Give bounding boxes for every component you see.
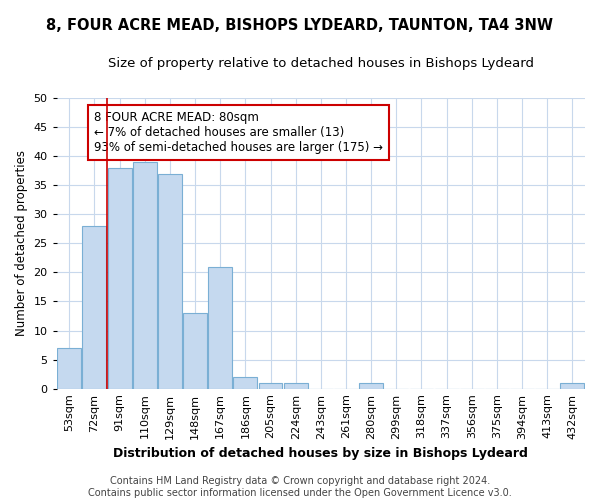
Bar xyxy=(208,266,232,388)
Bar xyxy=(158,174,182,388)
Bar xyxy=(560,383,584,388)
Y-axis label: Number of detached properties: Number of detached properties xyxy=(15,150,28,336)
Bar xyxy=(82,226,106,388)
Bar xyxy=(359,383,383,388)
Text: Contains HM Land Registry data © Crown copyright and database right 2024.
Contai: Contains HM Land Registry data © Crown c… xyxy=(88,476,512,498)
Bar xyxy=(133,162,157,388)
Bar xyxy=(233,377,257,388)
Bar xyxy=(107,168,131,388)
Bar xyxy=(58,348,81,389)
Bar xyxy=(183,313,207,388)
Bar xyxy=(259,383,283,388)
Text: 8, FOUR ACRE MEAD, BISHOPS LYDEARD, TAUNTON, TA4 3NW: 8, FOUR ACRE MEAD, BISHOPS LYDEARD, TAUN… xyxy=(47,18,554,32)
Title: Size of property relative to detached houses in Bishops Lydeard: Size of property relative to detached ho… xyxy=(108,58,534,70)
X-axis label: Distribution of detached houses by size in Bishops Lydeard: Distribution of detached houses by size … xyxy=(113,447,528,460)
Bar xyxy=(284,383,308,388)
Text: 8 FOUR ACRE MEAD: 80sqm
← 7% of detached houses are smaller (13)
93% of semi-det: 8 FOUR ACRE MEAD: 80sqm ← 7% of detached… xyxy=(94,111,383,154)
